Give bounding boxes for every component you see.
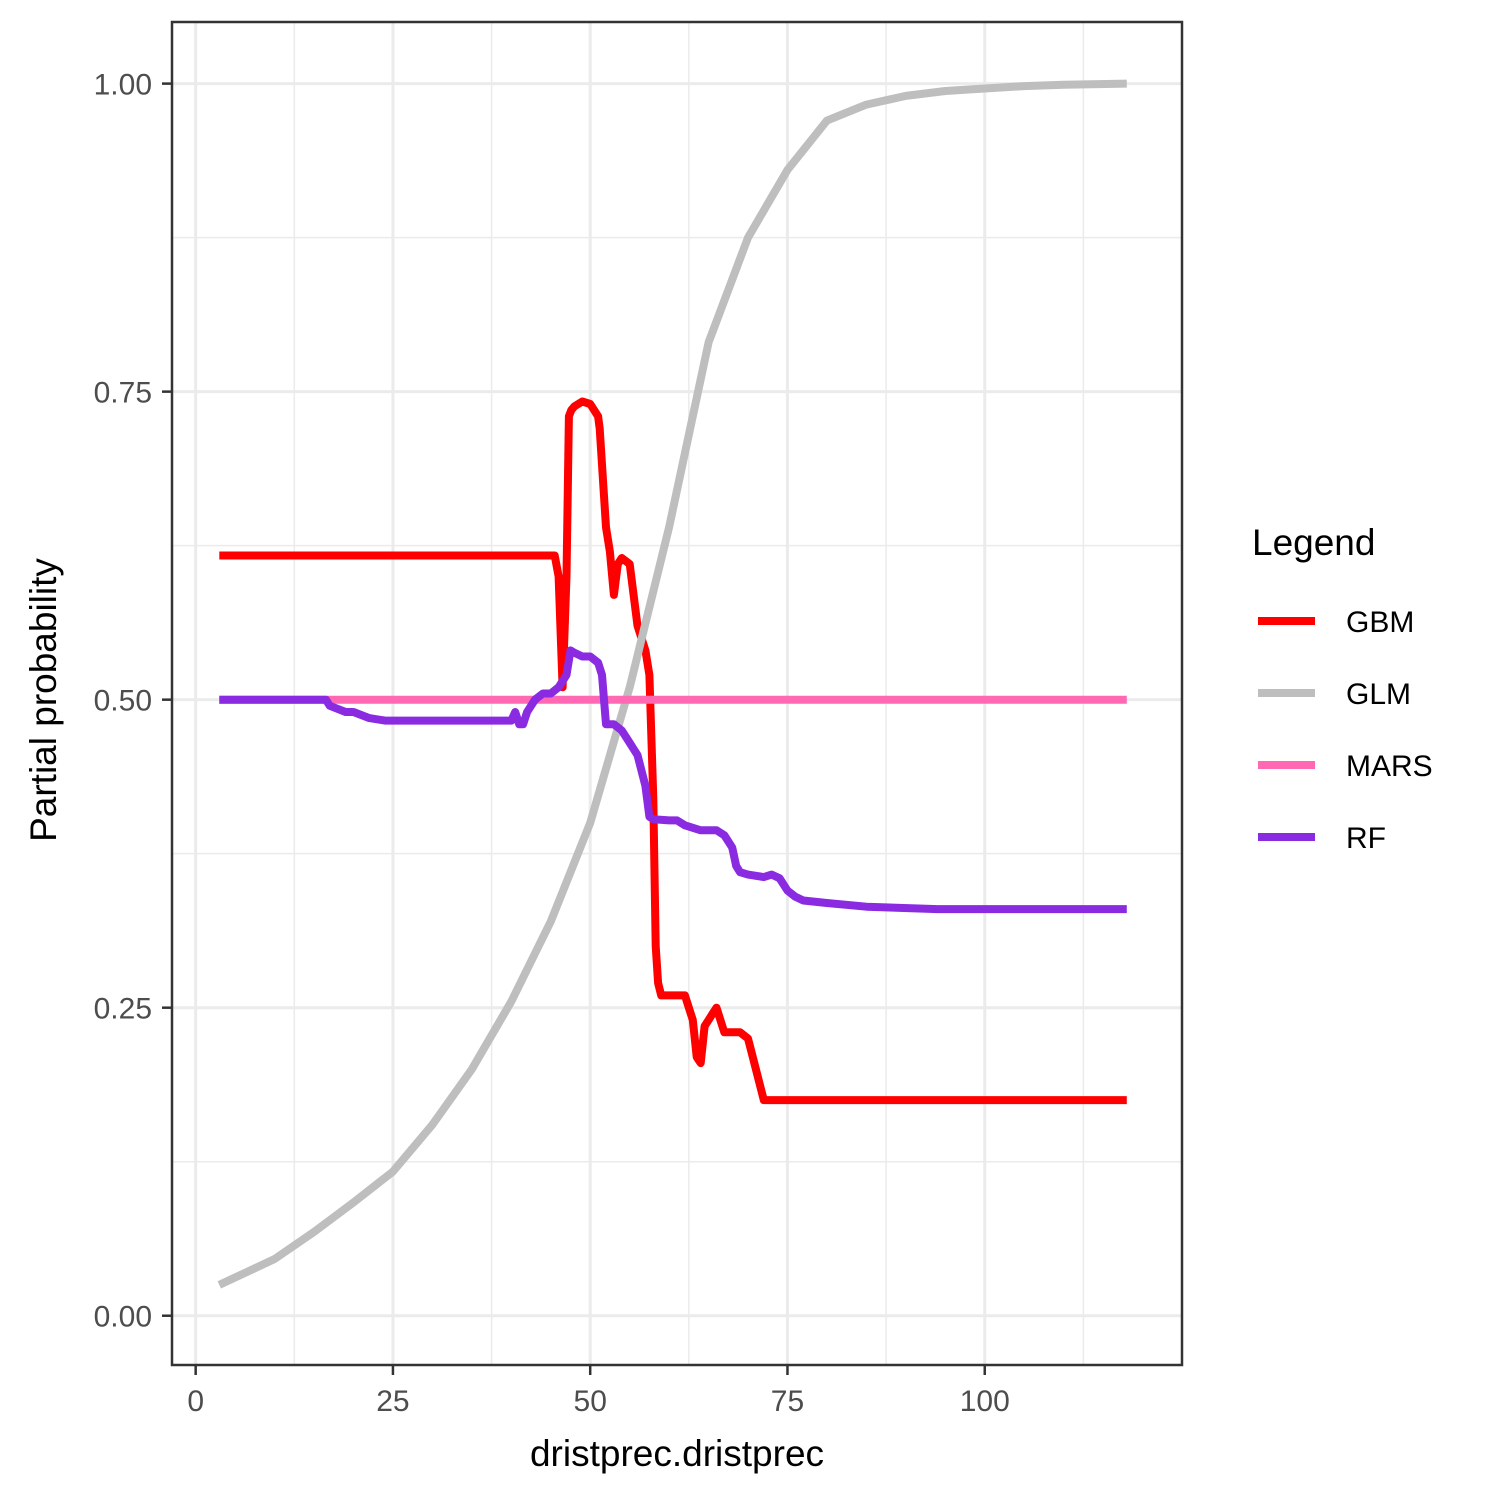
- series-line-rf: [219, 646, 1127, 914]
- x-tick-label: 25: [376, 1385, 409, 1418]
- y-tick-label: 1.00: [94, 69, 152, 102]
- legend: Legend GBM GLM MARS RF: [1252, 522, 1433, 855]
- legend-label-glm: GLM: [1346, 678, 1411, 711]
- series-line-gbm: [219, 397, 1127, 1105]
- legend-label-rf: RF: [1346, 822, 1386, 855]
- panel-border: [170, 20, 1184, 1367]
- y-axis-title: Partial probability: [23, 558, 64, 842]
- x-tick-label: 50: [574, 1385, 607, 1418]
- legend-label-mars: MARS: [1346, 750, 1433, 783]
- y-tick-label: 0.50: [94, 685, 152, 718]
- legend-title: Legend: [1252, 522, 1375, 563]
- legend-label-gbm: GBM: [1346, 606, 1414, 639]
- y-tick-label: 0.25: [94, 993, 152, 1026]
- x-tick-label: 100: [960, 1385, 1010, 1418]
- legend-items: GBM GLM MARS RF: [1258, 606, 1433, 855]
- plot-panel: [170, 20, 1184, 1367]
- x-tick-label: 0: [187, 1385, 204, 1418]
- x-axis-title: dristprec.dristprec: [530, 1433, 824, 1474]
- panel-background: [172, 22, 1182, 1365]
- x-axis: 0 25 50 75 100: [187, 1365, 1010, 1418]
- y-tick-label: 0.00: [94, 1301, 152, 1334]
- x-tick-label: 75: [771, 1385, 804, 1418]
- series-line-glm: [217, 79, 1127, 1289]
- y-axis: 0.00 0.25 0.50 0.75 1.00: [94, 69, 172, 1334]
- y-tick-label: 0.75: [94, 377, 152, 410]
